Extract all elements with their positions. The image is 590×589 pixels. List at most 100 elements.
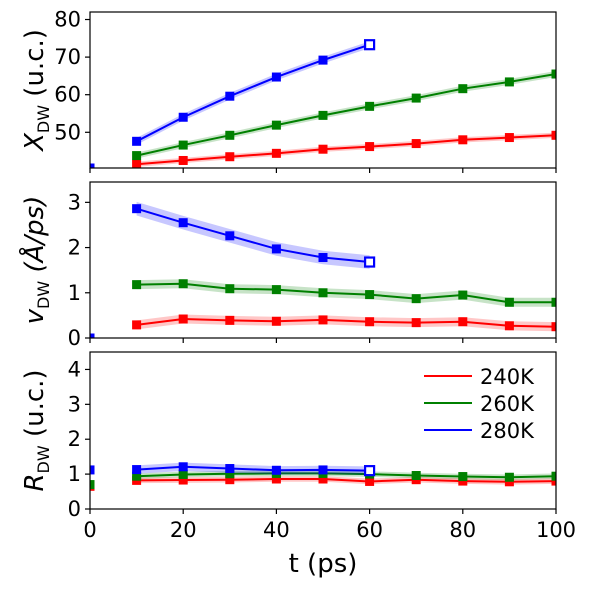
data-point-280K-t30 [225,464,235,474]
data-point-280K-t60 [364,465,376,477]
data-point-280K-t30 [225,231,235,241]
data-point-260K-t30 [225,284,235,294]
series-line-260K [136,73,556,157]
data-point-260K-t20 [178,469,188,479]
data-point-260K-t20 [178,140,188,150]
data-point-280K-t50 [318,55,328,65]
data-point-240K-t80 [458,317,468,327]
data-point-240K-t60 [365,317,375,327]
data-point-280K-t10 [132,204,142,214]
data-point-260K-t90 [504,77,514,87]
x-tick-label-60: 60 [356,518,383,542]
data-point-240K-t90 [504,321,514,331]
plot-area-1 [90,39,556,168]
data-point-240K-t70 [411,318,421,328]
data-point-240K-t80 [458,135,468,145]
x-tick-label-40: 40 [263,518,290,542]
data-point-280K-t30 [225,91,235,101]
axes-frame-2 [89,181,557,339]
series-line-260K [136,472,556,479]
plot-area-3 [90,462,556,491]
data-point-280K-t10 [132,465,142,475]
data-point-240K-t90 [504,133,514,143]
y-tick-label-0: 0 [68,497,81,521]
data-point-260K-t60 [365,101,375,111]
data-point-280K-t50 [318,465,328,475]
error-band-280K [136,201,370,269]
data-point-280K-t60 [364,39,376,51]
x-axis-label: t (ps) [289,549,358,579]
data-point-260K-t50 [318,288,328,298]
y-tick-label-4: 4 [68,357,81,381]
data-point-240K-t30 [225,152,235,162]
data-point-240K-t60 [365,476,375,486]
series-280K-panel-2 [90,201,376,338]
data-point-260K-t40 [271,285,281,295]
y-tick-label-70: 70 [54,45,81,69]
series-240K-panel-1 [90,130,556,168]
y-axis-label-2: vDW (Å/ps) [18,196,53,325]
series-line-240K [136,134,556,166]
data-point-260K-t40 [271,120,281,130]
data-point-240K-t60 [365,142,375,152]
series-line-280K [136,43,370,143]
series-240K-panel-3 [90,474,556,491]
y-tick-label-50: 50 [54,120,81,144]
data-point-280K-t40 [271,244,281,254]
series-280K-panel-3 [90,462,376,477]
data-point-280K-t40 [271,72,281,82]
legend: 240K 260K 280K [424,365,535,443]
data-point-260K-t70 [411,471,421,481]
series-240K-panel-2 [132,314,556,332]
data-point-280K-t40 [271,465,281,475]
data-point-260K-t10 [132,280,142,290]
data-point-280K-t20 [178,112,188,122]
y-tick-label-3: 3 [68,190,81,214]
x-tick-label-0: 0 [83,518,96,542]
data-point-240K-t50 [318,144,328,154]
data-point-260K-t30 [225,130,235,140]
legend-label-260K: 260K [480,392,535,416]
series-260K-panel-1 [90,69,556,168]
data-point-280K-t10 [132,136,142,146]
panel-2: 0 1 2 3 vDW (Å/ps) [18,181,557,350]
data-point-280K-t0 [90,465,95,475]
y-tick-label-80: 80 [54,8,81,32]
data-point-240K-t100 [551,476,556,486]
data-point-240K-t70 [411,139,421,149]
data-point-260K-t70 [411,93,421,103]
error-band-240K [136,314,556,332]
y-tick-label-2: 2 [68,236,81,260]
x-tick-label-80: 80 [449,518,476,542]
data-point-260K-t80 [458,84,468,94]
x-tick-label-100: 100 [536,518,576,542]
data-point-260K-t90 [504,472,514,482]
y-tick-label-60: 60 [54,83,81,107]
data-point-280K-t0 [90,163,95,168]
data-point-260K-t80 [458,472,468,482]
y-tick-label-3: 3 [68,392,81,416]
data-point-260K-t100 [551,69,556,79]
data-point-260K-t100 [551,471,556,481]
data-point-260K-t0 [90,480,95,490]
series-line-240K [136,318,556,328]
data-point-240K-t20 [178,155,188,165]
legend-label-240K: 240K [480,365,535,389]
data-point-260K-t100 [551,297,556,307]
data-point-280K-t50 [318,253,328,263]
data-point-260K-t60 [365,290,375,300]
error-band-260K [136,71,556,159]
series-line-280K [136,207,370,264]
data-point-280K-t20 [178,462,188,472]
data-point-280K-t20 [178,218,188,228]
data-point-280K-t60 [364,256,376,268]
data-point-240K-t30 [225,315,235,325]
y-axis-label-3: RDW (u.c.) [20,369,53,491]
data-point-260K-t10 [132,151,142,161]
y-axis-label-1: XDW (u.c.) [20,29,53,153]
data-point-260K-t50 [318,110,328,120]
y-tick-label-1: 1 [68,462,81,486]
data-point-240K-t40 [271,316,281,326]
data-point-240K-t10 [132,159,142,168]
